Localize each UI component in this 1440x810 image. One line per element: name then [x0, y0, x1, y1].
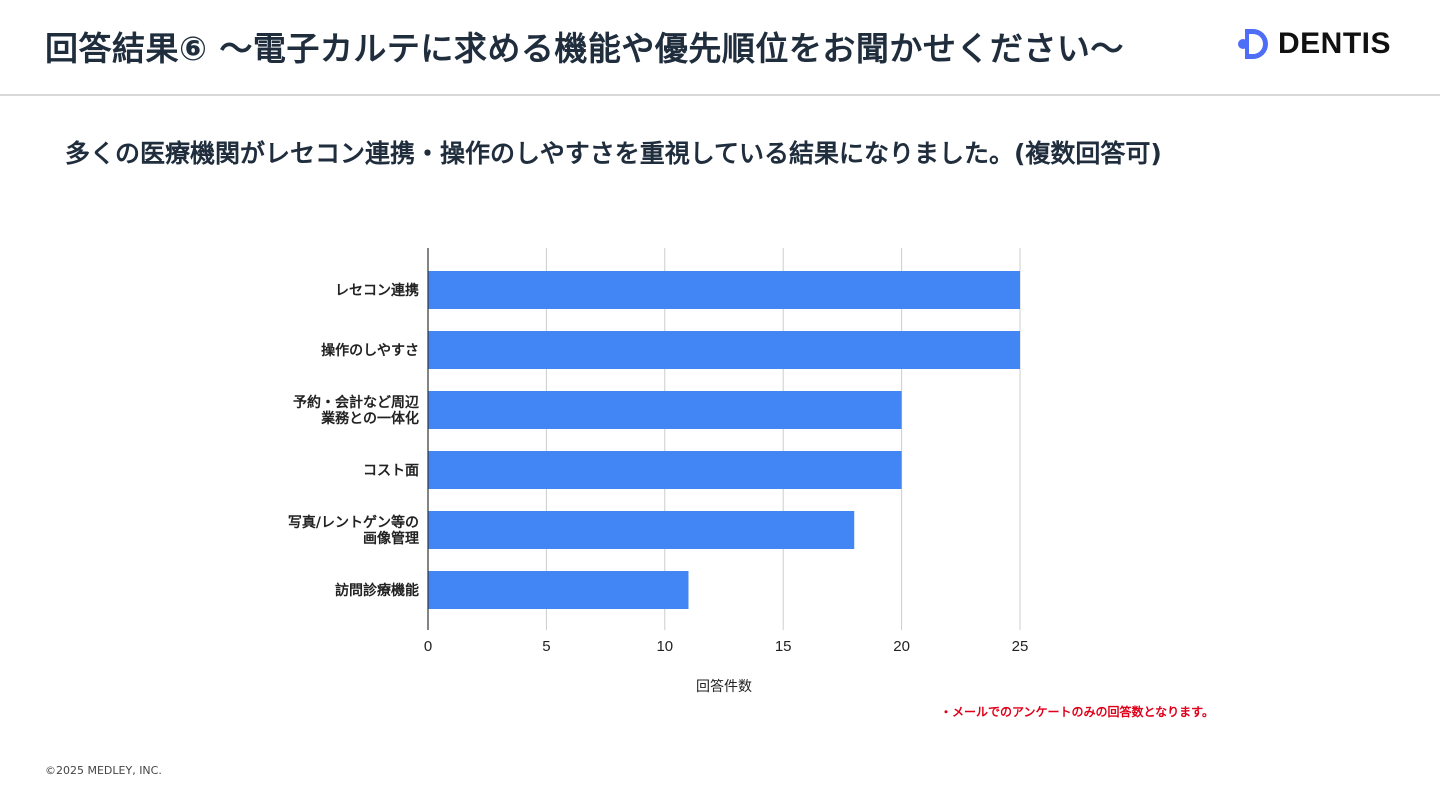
- copyright: ©2025 MEDLEY, INC.: [45, 764, 162, 777]
- category-label: コスト面: [363, 463, 419, 479]
- bar: [428, 331, 1020, 369]
- dentis-logo-icon: [1238, 29, 1268, 59]
- x-tick-label: 25: [1012, 638, 1029, 655]
- logo-text: DENTIS: [1278, 27, 1392, 60]
- subtitle: 多くの医療機関がレセコン連携・操作のしやすさを重視している結果になりました。(複…: [65, 139, 1162, 168]
- survey-note: ・メールでのアンケートのみの回答数となります。: [940, 705, 1214, 719]
- category-label: 画像管理: [363, 530, 419, 547]
- category-label: レセコン連携: [335, 282, 419, 299]
- x-tick-label: 0: [424, 638, 432, 655]
- header: 回答結果⑥ 〜電子カルテに求める機能や優先順位をお聞かせください〜 DENTIS: [0, 0, 1440, 96]
- dentis-logo: DENTIS: [1236, 24, 1391, 64]
- category-label: 業務との一体化: [320, 410, 419, 427]
- category-label: 操作のしやすさ: [321, 342, 419, 359]
- x-tick-labels: 0 5 10 15 20 25: [424, 638, 1029, 655]
- page-title: 回答結果⑥ 〜電子カルテに求める機能や優先順位をお聞かせください〜: [45, 29, 1124, 68]
- category-label: 予約・会計など周辺: [293, 394, 419, 411]
- category-labels: レセコン連携操作のしやすさ予約・会計など周辺業務との一体化コスト面写真/レントゲ…: [288, 282, 419, 599]
- x-tick-label: 10: [656, 638, 673, 655]
- x-tick-label: 15: [775, 638, 792, 655]
- bar: [428, 271, 1020, 309]
- bar: [428, 571, 689, 609]
- x-tick-label: 5: [542, 638, 550, 655]
- bar: [428, 511, 855, 549]
- bar: [428, 391, 902, 429]
- x-tick-label: 20: [893, 638, 910, 655]
- category-label: 写真/レントゲン等の: [288, 514, 419, 531]
- x-axis-title: 回答件数: [696, 678, 752, 695]
- bars: [428, 271, 1020, 609]
- bar: [428, 451, 902, 489]
- grid-lines: [545, 248, 1021, 630]
- category-label: 訪問診療機能: [335, 582, 419, 599]
